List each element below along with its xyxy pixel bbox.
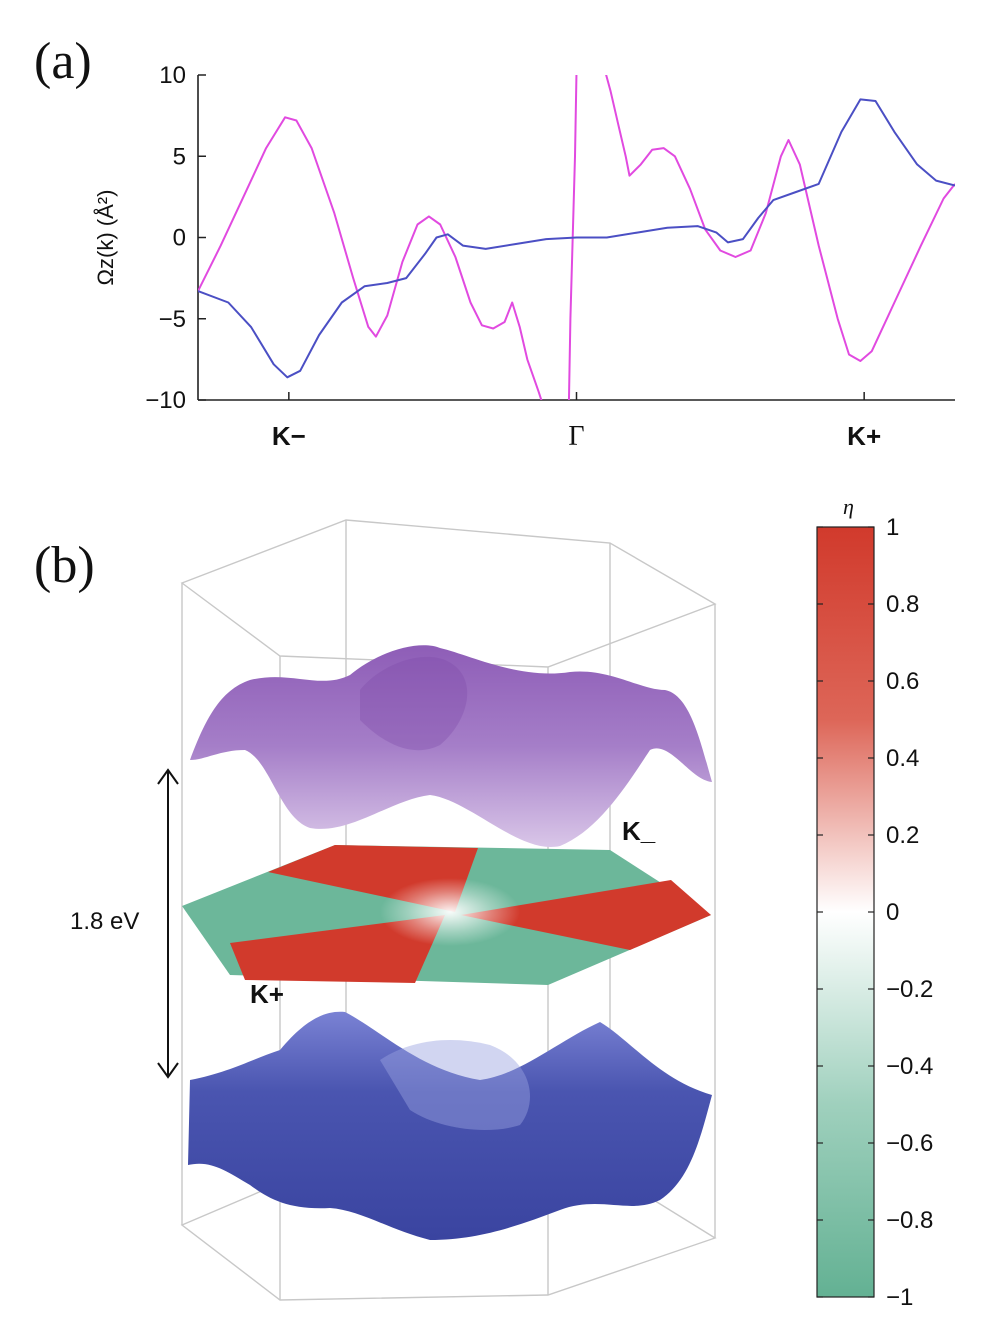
y-tick-label: −5 [159, 306, 186, 333]
colorbar-tick-label: −0.2 [886, 976, 933, 1003]
colorbar-ticks: 1 0.8 0.6 0.4 0.2 0 −0.2 −0.4 −0.6 −0.8 −1 [817, 514, 933, 1311]
colorbar-tick-label: 0.6 [886, 668, 919, 695]
eta-center-glow [380, 878, 520, 946]
colorbar-tick-label: 0.8 [886, 591, 919, 618]
colorbar-tick-label: 0.2 [886, 822, 919, 849]
upper-band-shading [360, 656, 468, 751]
colorbar-tick-label: 1 [886, 514, 899, 541]
colorbar-label: η [843, 494, 854, 519]
colorbar [816, 526, 875, 1298]
colorbar-tick-label: −1 [886, 1284, 913, 1311]
gap-label: 1.8 eV [70, 908, 139, 935]
eta-sector-positive [230, 915, 445, 983]
y-tick-label: 5 [173, 143, 186, 170]
colorbar-tick-label: −0.6 [886, 1130, 933, 1157]
eta-sector-positive [461, 880, 711, 950]
lower-band-highlight [380, 1040, 530, 1130]
colorbar-tick-label: −0.4 [886, 1053, 933, 1080]
y-tick-label: −10 [145, 387, 186, 414]
box-top-hexagon [180, 519, 717, 668]
gap-arrow [157, 768, 179, 1079]
y-tick-label: 0 [173, 225, 186, 252]
k-plus-label: K+ [250, 979, 284, 1009]
lower-band-surface [188, 1011, 712, 1240]
series-line-blue [198, 98, 955, 379]
panel-label-b: (b) [34, 537, 95, 594]
x-tick-label: K− [272, 421, 306, 451]
series-line-magenta [198, 116, 543, 400]
x-tick-label: K+ [847, 421, 881, 451]
panel-label-a: (a) [34, 33, 92, 90]
k-minus-label: K_ [622, 816, 656, 846]
series-line-magenta [605, 75, 955, 362]
colorbar-tick-label: −0.8 [886, 1207, 933, 1234]
upper-band-surface [190, 645, 712, 847]
eta-plane [182, 845, 711, 985]
y-tick-label: 10 [159, 62, 186, 89]
y-axis-label: Ωz(k) (Å²) [93, 190, 118, 286]
panel-a-plot: 10 5 0 −5 −10 K− Γ K+ Ωz(k) (Å²) [93, 62, 955, 452]
x-tick-label: Γ [568, 421, 584, 452]
colorbar-tick-label: 0.4 [886, 745, 919, 772]
colorbar-tick-label: 0 [886, 899, 899, 926]
